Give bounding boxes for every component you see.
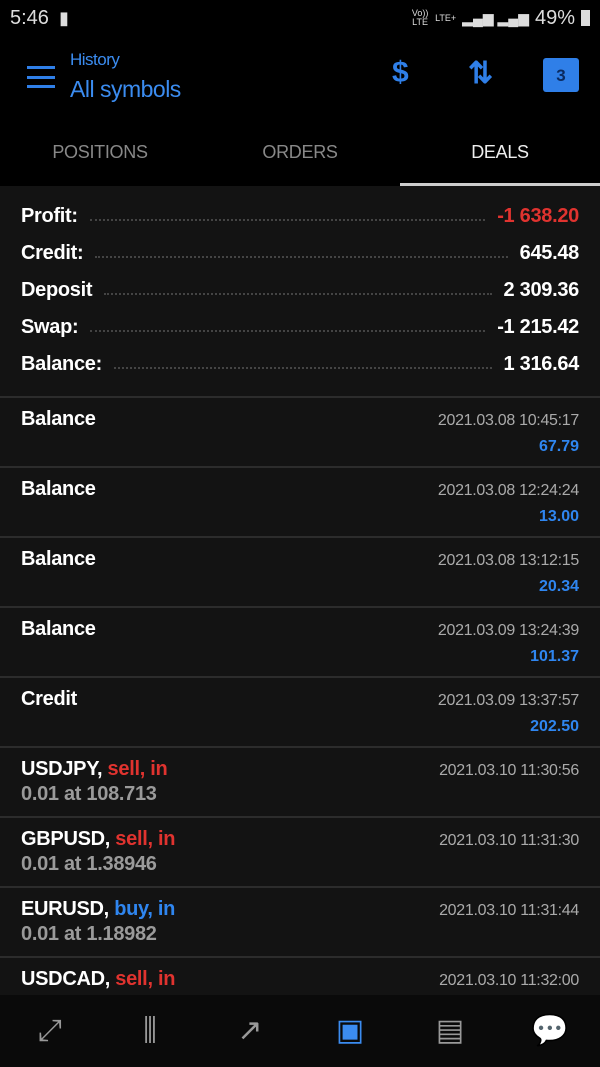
label: Deposit — [21, 279, 93, 301]
symbol: USDJPY, — [21, 758, 103, 780]
deal-row[interactable]: Balance 2021.03.08 10:45:17 67.79 — [0, 398, 600, 468]
deal-detail: 0.01 at 108.713 — [21, 783, 157, 805]
news-icon[interactable]: ▤ — [435, 1014, 465, 1047]
signal-icon: ▂▄▆ ▂▄▆ — [462, 9, 529, 26]
chart-icon[interactable]: ⫼ — [143, 1014, 157, 1047]
deal-row[interactable]: Balance 2021.03.09 13:24:39 101.37 — [0, 608, 600, 678]
tab-bar: POSITIONS ORDERS DEALS — [0, 120, 600, 186]
deal-time: 2021.03.08 12:24:24 — [437, 482, 579, 499]
deal-symbol: USDJPY, sell, in — [21, 758, 579, 781]
deal-time: 2021.03.10 11:31:44 — [439, 902, 579, 919]
status-bar: 5:46 ▮ Vo)) LTE LTE+ ▂▄▆ ▂▄▆ 49% — [0, 0, 600, 36]
volte-indicator: Vo)) LTE — [411, 8, 429, 27]
battery-icon — [581, 10, 590, 26]
deal-time: 2021.03.09 13:24:39 — [437, 622, 579, 639]
menu-icon[interactable] — [27, 66, 55, 88]
deal-time: 2021.03.10 11:31:30 — [439, 832, 579, 849]
summary-swap: Swap: -1 215.42 — [0, 309, 600, 346]
currency-exchange-icon[interactable]: $ — [392, 56, 409, 89]
page-subtitle: History — [70, 50, 120, 69]
trade-icon[interactable]: ↗ — [237, 1014, 263, 1047]
toolbar: History All symbols $ ⇅ 3 — [0, 36, 600, 120]
label: Credit: — [21, 242, 84, 264]
sort-icon[interactable]: ⇅ — [468, 57, 494, 90]
deal-action: sell, in — [115, 828, 176, 850]
value: 645.48 — [519, 242, 580, 264]
deals-list[interactable]: Profit: -1 638.20 Credit: 645.48 Deposit 2 … — [0, 186, 600, 1028]
value: -1 215.42 — [497, 316, 579, 338]
summary-deposit: Deposit 2 309.36 — [0, 272, 600, 309]
summary-balance: Balance: 1 316.64 — [0, 346, 600, 383]
history-icon[interactable]: ▣ — [335, 1014, 365, 1047]
deal-symbol: EURUSD, buy, in — [21, 898, 579, 921]
deal-row[interactable]: EURUSD, buy, in 0.01 at 1.18982 2021.03.10… — [0, 888, 600, 958]
deal-row[interactable]: USDJPY, sell, in 0.01 at 108.713 2021.03.1… — [0, 748, 600, 818]
deal-amount: 67.79 — [538, 438, 579, 455]
deal-symbol: Balance — [21, 618, 579, 641]
message-icon: ▮ — [58, 7, 69, 28]
deal-time: 2021.03.08 13:12:15 — [437, 552, 579, 569]
deal-action: sell, in — [107, 758, 168, 780]
deal-time: 2021.03.10 11:30:56 — [439, 762, 579, 779]
symbol: Balance — [21, 408, 96, 430]
tab-orders[interactable]: ORDERS — [262, 142, 338, 162]
deal-time: 2021.03.08 10:45:17 — [437, 412, 579, 429]
symbol: USDCAD, — [21, 968, 111, 990]
calendar-icon[interactable]: 3 — [543, 58, 579, 92]
bottom-nav: ⤢ ⫼ ↗ ▣ ▤ 💬 — [0, 995, 600, 1067]
symbol: GBPUSD, — [21, 828, 111, 850]
symbol: Balance — [21, 548, 96, 570]
deal-amount: 13.00 — [538, 508, 579, 525]
lte-indicator: LTE+ — [435, 12, 457, 23]
symbol: Balance — [21, 478, 96, 500]
value: 1 316.64 — [503, 353, 580, 375]
deal-detail: 0.01 at 1.38946 — [21, 853, 157, 875]
deal-amount: 20.34 — [538, 578, 579, 595]
deal-action: sell, in — [115, 968, 176, 990]
label: Swap: — [21, 316, 79, 338]
summary-credit: Credit: 645.48 — [0, 235, 600, 272]
symbol: Credit — [21, 688, 77, 710]
tab-deals[interactable]: DEALS — [400, 120, 600, 186]
battery-level: 49% — [534, 6, 575, 29]
clock: 5:46 — [10, 6, 49, 29]
label: Profit: — [21, 205, 78, 227]
deal-row[interactable]: Balance 2021.03.08 13:12:15 20.34 — [0, 538, 600, 608]
messages-icon[interactable]: 💬 — [531, 1014, 569, 1047]
label: Balance: — [21, 353, 102, 375]
deal-symbol: Balance — [21, 408, 579, 431]
deal-time: 2021.03.10 11:32:00 — [439, 972, 579, 989]
value: -1 638.20 — [497, 205, 579, 227]
deal-action: buy, in — [114, 898, 176, 920]
deal-row[interactable]: GBPUSD, sell, in 0.01 at 1.38946 2021.03.1… — [0, 818, 600, 888]
deal-symbol: Balance — [21, 478, 579, 501]
symbol: EURUSD, — [21, 898, 109, 920]
summary-profit: Profit: -1 638.20 — [0, 198, 600, 235]
deal-symbol: Credit — [21, 688, 579, 711]
symbol: Balance — [21, 618, 96, 640]
deal-amount: 101.37 — [530, 648, 579, 665]
symbol-selector[interactable]: All symbols — [70, 76, 181, 102]
value: 2 309.36 — [503, 279, 580, 301]
deal-row[interactable]: Credit 2021.03.09 13:37:57 202.50 — [0, 678, 600, 748]
deal-symbol: GBPUSD, sell, in — [21, 828, 579, 851]
deal-row[interactable]: USDCAD, sell, in 2021.03.10 11:32:00 — [0, 958, 600, 1028]
tab-positions[interactable]: POSITIONS — [52, 142, 148, 162]
deal-time: 2021.03.09 13:37:57 — [437, 692, 579, 709]
deal-amount: 202.50 — [530, 718, 579, 735]
deal-symbol: USDCAD, sell, in — [21, 968, 579, 991]
deal-row[interactable]: Balance 2021.03.08 12:24:24 13.00 — [0, 468, 600, 538]
deal-detail: 0.01 at 1.18982 — [21, 923, 157, 945]
quotes-icon[interactable]: ⤢ — [38, 1014, 62, 1047]
deal-symbol: Balance — [21, 548, 579, 571]
summary: Profit: -1 638.20 Credit: 645.48 Deposit 2 … — [0, 186, 600, 398]
